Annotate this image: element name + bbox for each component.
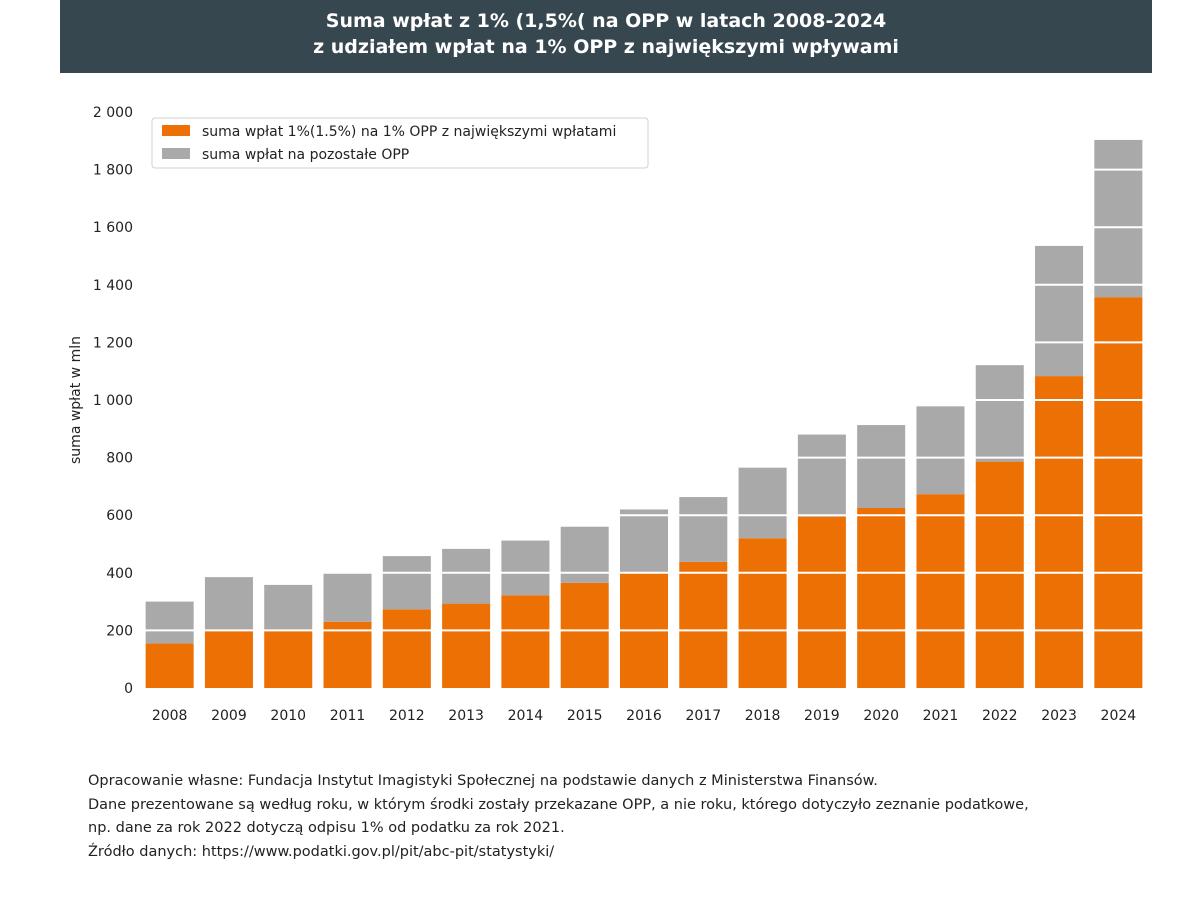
legend-swatch-other-opp	[162, 148, 190, 159]
footer-note-example: np. dane za rok 2022 dotyczą odpisu 1% o…	[88, 820, 565, 836]
bar-other-opp-2021	[916, 406, 965, 495]
x-tick-label-2022: 2022	[982, 708, 1018, 724]
x-tick-label-2024: 2024	[1101, 708, 1137, 724]
x-tick-label-2013: 2013	[448, 708, 484, 724]
bar-largest-opp-2018	[738, 538, 787, 688]
x-tick-label-2008: 2008	[152, 708, 188, 724]
chart-header: Suma wpłat z 1% (1,5%( na OPP w latach 2…	[60, 0, 1152, 73]
x-tick-label-2010: 2010	[270, 708, 306, 724]
x-tick-label-2021: 2021	[923, 708, 959, 724]
legend: suma wpłat 1%(1.5%) na 1% OPP z najwięks…	[151, 117, 649, 169]
bar-other-opp-2020	[857, 425, 906, 508]
bar-other-opp-2015	[560, 526, 609, 583]
legend-label-other-opp: suma wpłat na pozostałe OPP	[202, 147, 409, 163]
x-tick-label-2011: 2011	[330, 708, 366, 724]
chart-title-line-2: z udziałem wpłat na 1% OPP z największym…	[313, 36, 899, 58]
bar-other-opp-2009	[204, 577, 253, 631]
bar-largest-opp-2017	[679, 561, 728, 688]
y-tick-label-1400: 1 400	[93, 278, 133, 294]
bar-other-opp-2017	[679, 497, 728, 562]
y-tick-label-0: 0	[124, 681, 133, 697]
x-tick-label-2019: 2019	[804, 708, 840, 724]
bar-largest-opp-2019	[797, 516, 846, 688]
legend-box	[151, 117, 649, 169]
y-tick-label-1800: 1 800	[93, 163, 133, 179]
bar-other-opp-2018	[738, 467, 787, 539]
bar-other-opp-2016	[619, 509, 669, 573]
chart-title-line-1: Suma wpłat z 1% (1,5%( na OPP w latach 2…	[325, 10, 887, 32]
bar-largest-opp-2024	[1094, 297, 1143, 688]
bar-other-opp-2008	[145, 601, 194, 644]
bar-largest-opp-2021	[916, 494, 965, 688]
bar-largest-opp-2009	[204, 630, 253, 688]
y-axis: 0 200 400 600 800 1 000 1 200 1 400 1 600 1 800 2 …	[93, 105, 133, 697]
y-tick-label-2000: 2 000	[93, 105, 133, 121]
bar-other-opp-2024	[1094, 139, 1143, 298]
x-tick-label-2012: 2012	[389, 708, 425, 724]
bar-largest-opp-2023	[1035, 376, 1084, 688]
gridlines-group	[140, 111, 1148, 632]
x-tick-label-2023: 2023	[1041, 708, 1077, 724]
stacked-bar-chart: 0 200 400 600 800 1 000 1 200 1 400 1 600 1 800 2 …	[68, 105, 1148, 724]
bar-largest-opp-2010	[264, 630, 313, 688]
bar-other-opp-2019	[797, 434, 846, 517]
x-tick-label-2014: 2014	[508, 708, 544, 724]
y-tick-label-1600: 1 600	[93, 220, 133, 236]
bars-group	[145, 139, 1143, 688]
y-tick-label-800: 800	[106, 451, 133, 467]
x-tick-label-2015: 2015	[567, 708, 603, 724]
x-tick-label-2016: 2016	[626, 708, 662, 724]
legend-swatch-largest-opp	[162, 125, 190, 136]
bar-largest-opp-2012	[382, 609, 431, 688]
x-axis: 2008 2009 2010 2011 2012 2013 2014 2015 2016 2017…	[152, 708, 1136, 724]
y-tick-label-400: 400	[106, 566, 133, 582]
bar-largest-opp-2020	[857, 508, 906, 688]
footer-note-source: Opracowanie własne: Fundacja Instytut Im…	[88, 773, 878, 789]
y-tick-label-1000: 1 000	[93, 393, 133, 409]
chart-footer-notes: Opracowanie własne: Fundacja Instytut Im…	[88, 770, 1168, 864]
x-tick-label-2018: 2018	[745, 708, 781, 724]
x-tick-label-2017: 2017	[685, 708, 721, 724]
bar-other-opp-2023	[1035, 245, 1084, 377]
x-tick-label-2020: 2020	[863, 708, 899, 724]
bar-other-opp-2010	[264, 584, 313, 631]
bar-other-opp-2012	[382, 556, 431, 610]
bar-largest-opp-2008	[145, 643, 194, 688]
bar-largest-opp-2013	[442, 603, 491, 688]
bar-largest-opp-2022	[975, 461, 1024, 688]
bar-largest-opp-2011	[323, 621, 372, 688]
footer-note-method: Dane prezentowane są według roku, w któr…	[88, 796, 1029, 813]
bar-largest-opp-2014	[501, 595, 550, 688]
y-tick-label-1200: 1 200	[93, 335, 133, 351]
bar-other-opp-2013	[442, 548, 491, 604]
y-axis-label: suma wpłat w mln	[68, 336, 84, 464]
bar-other-opp-2011	[323, 572, 372, 622]
legend-label-largest-opp: suma wpłat 1%(1.5%) na 1% OPP z najwięks…	[202, 124, 616, 140]
bar-other-opp-2022	[975, 365, 1024, 462]
x-tick-label-2009: 2009	[211, 708, 247, 724]
y-tick-label-600: 600	[106, 508, 133, 524]
y-tick-label-200: 200	[106, 623, 133, 639]
bar-largest-opp-2015	[560, 582, 609, 688]
footer-note-data-url: Źródło danych: https://www.podatki.gov.p…	[88, 843, 555, 860]
bar-other-opp-2014	[501, 540, 550, 596]
